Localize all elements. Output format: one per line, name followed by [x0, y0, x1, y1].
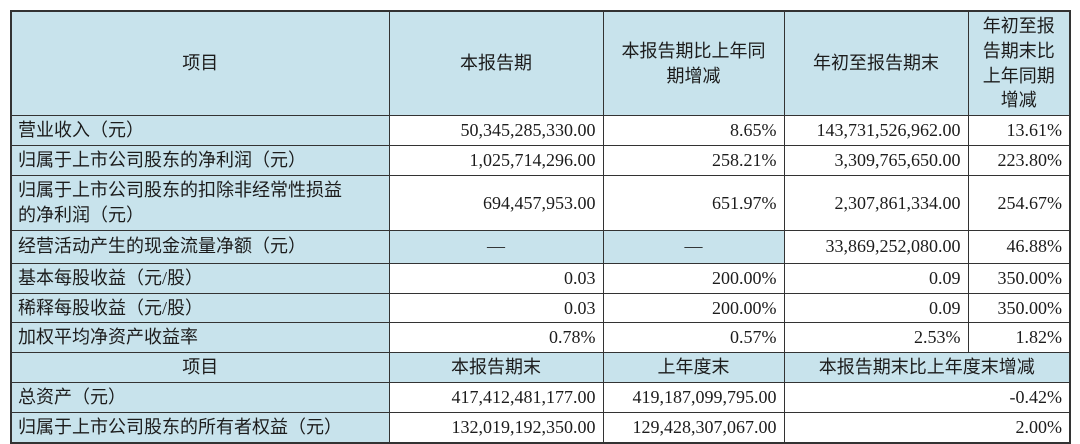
item-label: 总资产（元）: [10, 382, 390, 413]
current-period-yoy-value: 200.00%: [602, 262, 785, 294]
item-label: 经营活动产生的现金流量净额（元）: [10, 229, 390, 264]
header-ytd: 年初至报告期末: [783, 10, 969, 117]
current-period-yoy-value: 258.21%: [602, 145, 785, 177]
table-row-basic-eps: 基本每股收益（元/股） 0.03 200.00% 0.09 350.00%: [10, 262, 1071, 294]
ytd-yoy-value: 254.67%: [967, 175, 1071, 231]
header-period-end-change: 本报告期末比上年度末增减: [783, 352, 1071, 384]
header-ytd-yoy: 年初至报告期末比上年同期增减: [967, 10, 1071, 117]
table-row-weighted-avg-roe: 加权平均净资产收益率 0.78% 0.57% 2.53% 1.82%: [10, 322, 1071, 354]
financial-summary-table: 项目 本报告期 本报告期比上年同期增减 年初至报告期末 年初至报告期末比上年同期…: [10, 10, 1071, 444]
change-value: 2.00%: [783, 411, 1071, 444]
ytd-value: 143,731,526,962.00: [783, 115, 969, 147]
table-row-revenue: 营业收入（元） 50,345,285,330.00 8.65% 143,731,…: [10, 115, 1071, 147]
table-header-row-1: 项目 本报告期 本报告期比上年同期增减 年初至报告期末 年初至报告期末比上年同期…: [10, 10, 1071, 117]
header-current-period-yoy: 本报告期比上年同期增减: [602, 10, 785, 117]
header-current-period: 本报告期: [388, 10, 604, 117]
change-value: -0.42%: [783, 382, 1071, 413]
current-period-value: 0.03: [388, 262, 604, 294]
item-label: 基本每股收益（元/股）: [10, 262, 390, 294]
current-period-end-value: 132,019,192,350.00: [388, 411, 604, 444]
ytd-value: 2,307,861,334.00: [783, 175, 969, 231]
ytd-value: 3,309,765,650.00: [783, 145, 969, 177]
ytd-yoy-value: 13.61%: [967, 115, 1071, 147]
header-prior-year-end: 上年度末: [602, 352, 785, 384]
table-row-net-profit: 归属于上市公司股东的净利润（元） 1,025,714,296.00 258.21…: [10, 145, 1071, 177]
table-row-total-assets: 总资产（元） 417,412,481,177.00 419,187,099,79…: [10, 382, 1071, 413]
current-period-value: 694,457,953.00: [388, 175, 604, 231]
item-label: 归属于上市公司股东的所有者权益（元）: [10, 411, 390, 444]
current-period-value: 1,025,714,296.00: [388, 145, 604, 177]
header-current-period-end: 本报告期末: [388, 352, 604, 384]
ytd-value: 0.09: [783, 292, 969, 324]
financial-summary-section: 项目 本报告期 本报告期比上年同期增减 年初至报告期末 年初至报告期末比上年同期…: [10, 10, 1071, 444]
empty-value-dash: —: [602, 229, 785, 264]
current-period-yoy-value: 651.97%: [602, 175, 785, 231]
item-label: 归属于上市公司股东的扣除非经常性损益的净利润（元）: [10, 175, 390, 231]
table-row-operating-cash-flow: 经营活动产生的现金流量净额（元） — — 33,869,252,080.00 4…: [10, 229, 1071, 264]
item-label: 稀释每股收益（元/股）: [10, 292, 390, 324]
item-label: 加权平均净资产收益率: [10, 322, 390, 354]
current-period-yoy-value: 200.00%: [602, 292, 785, 324]
ytd-yoy-value: 223.80%: [967, 145, 1071, 177]
header-item: 项目: [10, 10, 390, 117]
prior-year-end-value: 129,428,307,067.00: [602, 411, 785, 444]
ytd-value: 33,869,252,080.00: [783, 229, 969, 264]
ytd-yoy-value: 350.00%: [967, 292, 1071, 324]
header-item-2: 项目: [10, 352, 390, 384]
item-label: 归属于上市公司股东的净利润（元）: [10, 145, 390, 177]
current-period-end-value: 417,412,481,177.00: [388, 382, 604, 413]
current-period-value: 50,345,285,330.00: [388, 115, 604, 147]
current-period-yoy-value: 8.65%: [602, 115, 785, 147]
table-row-diluted-eps: 稀释每股收益（元/股） 0.03 200.00% 0.09 350.00%: [10, 292, 1071, 324]
prior-year-end-value: 419,187,099,795.00: [602, 382, 785, 413]
current-period-value: 0.03: [388, 292, 604, 324]
current-period-yoy-value: 0.57%: [602, 322, 785, 354]
ytd-yoy-value: 1.82%: [967, 322, 1071, 354]
ytd-yoy-value: 350.00%: [967, 262, 1071, 294]
ytd-value: 2.53%: [783, 322, 969, 354]
current-period-value: 0.78%: [388, 322, 604, 354]
table-row-owners-equity: 归属于上市公司股东的所有者权益（元） 132,019,192,350.00 12…: [10, 411, 1071, 444]
table-header-row-2: 项目 本报告期末 上年度末 本报告期末比上年度末增减: [10, 352, 1071, 384]
ytd-value: 0.09: [783, 262, 969, 294]
ytd-yoy-value: 46.88%: [967, 229, 1071, 264]
table-row-net-profit-excl-nonrecurring: 归属于上市公司股东的扣除非经常性损益的净利润（元） 694,457,953.00…: [10, 175, 1071, 231]
item-label: 营业收入（元）: [10, 115, 390, 147]
empty-value-dash: —: [388, 229, 604, 264]
